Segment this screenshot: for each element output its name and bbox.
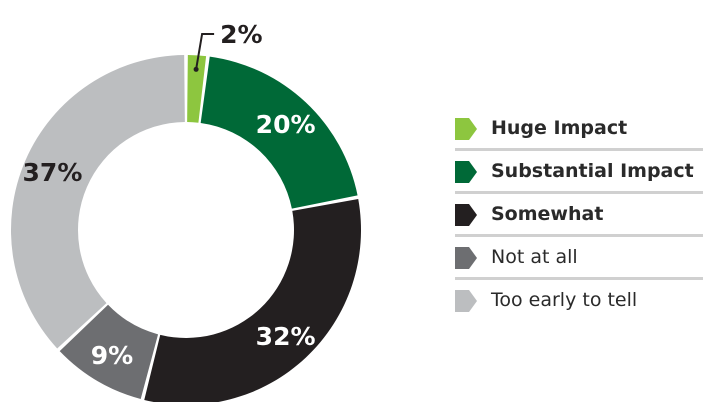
legend-item-too-early-to-tell: Too early to tell [455,282,703,323]
legend-label-somewhat: Somewhat [491,203,604,225]
legend-label-too-early-to-tell: Too early to tell [491,289,638,311]
legend-label-substantial-impact: Substantial Impact [491,160,694,182]
slice-huge-impact [187,55,207,123]
legend-item-substantial-impact: Substantial Impact [455,153,703,194]
data-label-not-at-all: 9% [91,341,133,370]
slice-substantial-impact [200,56,358,209]
leader-dot-huge-impact [193,66,199,72]
legend-label-huge-impact: Huge Impact [491,117,628,139]
data-label-substantial-impact: 20% [256,110,316,139]
slice-too-early-to-tell [10,55,185,349]
leader-line-huge-impact [195,33,215,70]
legend-item-huge-impact: Huge Impact [455,110,703,151]
legend-label-not-at-all: Not at all [491,246,578,268]
legend-item-not-at-all: Not at all [455,239,703,280]
donut-chart: 2% 20% 32% 9% 37% [10,20,361,402]
slice-somewhat [144,199,361,402]
legend-marker-too-early-to-tell [455,290,477,312]
data-label-somewhat: 32% [256,322,316,351]
slice-not-at-all [59,304,159,400]
legend: Huge Impact Substantial Impact Somewhat … [455,110,703,325]
legend-marker-huge-impact [455,118,477,140]
legend-marker-somewhat [455,204,477,226]
data-label-huge-impact: 2% [220,20,262,49]
data-label-too-early-to-tell: 37% [23,158,83,187]
legend-marker-not-at-all [455,247,477,269]
legend-marker-substantial-impact [455,161,477,183]
legend-item-somewhat: Somewhat [455,196,703,237]
